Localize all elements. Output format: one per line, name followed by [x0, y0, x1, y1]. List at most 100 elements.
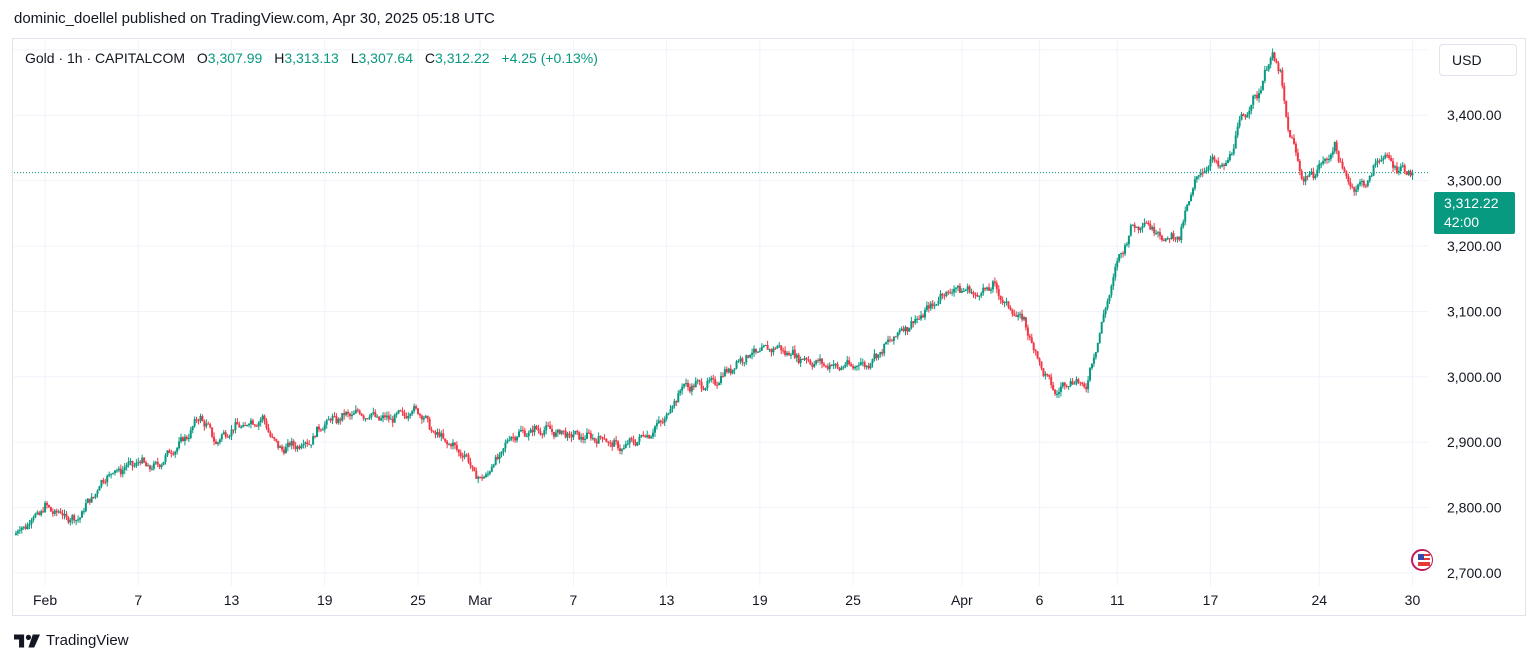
candle-body [1256, 94, 1259, 99]
candle-body [172, 453, 175, 455]
candle-body [347, 411, 350, 414]
candle-body [96, 490, 99, 494]
candle-body [980, 293, 983, 296]
candle-body [191, 426, 194, 431]
candle-body [956, 285, 959, 288]
candle-body [1137, 226, 1140, 231]
candle-body [1351, 186, 1354, 188]
candle-body [1329, 154, 1332, 160]
symbol-name[interactable]: Gold · 1h · CAPITALCOM [25, 50, 186, 66]
candle-body [1310, 171, 1313, 175]
candle-body [1275, 60, 1278, 64]
candle-body [193, 419, 196, 427]
candle-body [1258, 92, 1261, 99]
candle-body [269, 432, 272, 437]
candle-body [962, 290, 965, 292]
candle-body [36, 512, 39, 514]
candle-body [826, 366, 829, 370]
candle-body [1281, 70, 1284, 86]
currency-button[interactable]: USD [1439, 44, 1517, 76]
candle-body [508, 439, 511, 441]
candle-body [578, 431, 581, 440]
candle-body [801, 358, 804, 360]
candle-body [486, 473, 489, 475]
candle-body [1392, 161, 1395, 168]
candle-body [749, 354, 752, 358]
candle-body [836, 363, 839, 368]
candle-body [968, 286, 971, 293]
candle-body [1211, 156, 1214, 160]
candle-body [298, 446, 301, 449]
candle-body [82, 511, 85, 513]
us-flag-icon[interactable] [1409, 548, 1433, 572]
candle-body [1079, 382, 1082, 384]
candle-body [422, 417, 425, 420]
candle-body [714, 379, 717, 385]
candle-body [1125, 244, 1128, 246]
candle-body [1279, 70, 1282, 72]
candle-body [1158, 232, 1161, 236]
candle-body [59, 511, 62, 514]
candle-body [572, 434, 575, 438]
candle-body [558, 429, 561, 434]
candle-body [1108, 295, 1111, 302]
candle-body [727, 368, 730, 373]
candle-body [251, 420, 254, 425]
candle-body [1327, 159, 1330, 161]
candle-body [265, 420, 268, 428]
candle-body [164, 455, 167, 462]
candle-body [378, 416, 381, 421]
candle-body [545, 425, 548, 431]
candle-body [694, 381, 697, 388]
candle-body [364, 418, 367, 420]
candle-body [317, 426, 320, 430]
candle-body [152, 463, 155, 469]
candle-body [1042, 368, 1045, 376]
candle-body [1294, 143, 1297, 153]
tradingview-brand[interactable]: TradingView [14, 632, 129, 649]
candle-body [1112, 277, 1115, 287]
candle-body [966, 286, 969, 290]
candle-body [350, 414, 353, 417]
price-tick-label: 2,800.00 [1447, 500, 1502, 516]
candle-body [383, 415, 386, 418]
candle-body [1236, 126, 1239, 136]
time-tick-label: 25 [410, 592, 426, 608]
candle-body [690, 385, 693, 392]
candle-body [180, 437, 183, 442]
candle-body [1153, 227, 1156, 234]
candle-body [813, 363, 816, 367]
candle-body [380, 418, 383, 421]
candle-body [1225, 162, 1227, 166]
candle-body [123, 467, 126, 471]
candle-body [370, 413, 373, 418]
candle-body [861, 362, 864, 364]
candle-body [1386, 154, 1389, 156]
candle-body [626, 443, 629, 445]
candle-body [114, 470, 116, 473]
candle-body [407, 415, 410, 419]
candle-body [448, 444, 451, 446]
candle-body [1357, 184, 1360, 190]
candle-body [294, 445, 297, 450]
time-tick-label: Mar [468, 592, 492, 608]
candle-body [1081, 382, 1084, 384]
candle-body [706, 380, 709, 389]
candle-body [1240, 114, 1243, 120]
candle-body [1155, 233, 1158, 235]
low-value: 3,307.64 [358, 50, 414, 66]
candle-body [281, 446, 284, 450]
candle-body [613, 440, 616, 447]
candle-body [923, 310, 926, 318]
candle-body [275, 439, 278, 441]
symbol-legend[interactable]: Gold · 1h · CAPITALCOM O3,307.99 H3,313.… [25, 50, 598, 66]
candle-body [1001, 299, 1004, 303]
candle-body [362, 415, 365, 419]
candle-body [277, 440, 280, 448]
candle-body [432, 431, 435, 433]
price-tick-label: 2,900.00 [1447, 434, 1502, 450]
candle-body [622, 447, 625, 450]
candle-body [490, 466, 493, 472]
candle-body [147, 465, 150, 467]
